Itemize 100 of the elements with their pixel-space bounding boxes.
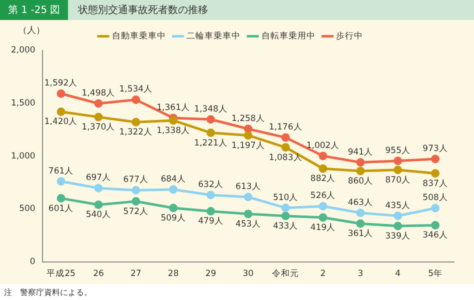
data-label: 1,348人 <box>194 103 228 114</box>
point <box>318 213 328 222</box>
y-tick-label: 2,000 <box>10 46 36 56</box>
data-label: 882人 <box>310 173 336 184</box>
data-label: 684人 <box>160 173 186 184</box>
point <box>281 143 290 152</box>
point <box>132 197 140 206</box>
data-label: 1,002人 <box>306 140 340 151</box>
data-label: 509人 <box>160 212 186 224</box>
data-label: 1,592人 <box>44 78 78 89</box>
y-tick-label: 1,000 <box>10 151 36 162</box>
data-label: 540人 <box>86 209 112 220</box>
data-label: 761人 <box>48 165 74 176</box>
point <box>206 190 215 200</box>
point <box>356 208 365 218</box>
y-tick-label: 0 <box>30 257 36 268</box>
point <box>244 192 252 202</box>
point <box>431 204 440 212</box>
point <box>431 220 440 230</box>
data-label: 419人 <box>310 222 336 233</box>
point <box>94 99 103 108</box>
y-axis-title: （人） <box>18 24 45 36</box>
data-label: 479人 <box>198 216 224 227</box>
point <box>431 169 440 178</box>
legend-label: 歩行中 <box>336 30 363 42</box>
data-label: 697人 <box>86 172 112 184</box>
data-label: 837人 <box>422 178 448 189</box>
point <box>169 185 178 194</box>
point <box>132 186 140 195</box>
data-label: 941人 <box>348 146 374 158</box>
data-label: 453人 <box>236 218 261 230</box>
x-tick-label: 令和元 <box>272 268 300 280</box>
data-label: 510人 <box>272 192 298 203</box>
point <box>281 133 290 142</box>
point <box>244 124 252 134</box>
data-label: 1,370人 <box>82 122 116 133</box>
data-label: 1,221人 <box>194 137 228 148</box>
data-label: 1,420人 <box>44 116 78 128</box>
data-label: 508人 <box>422 192 448 204</box>
point <box>94 184 103 192</box>
x-tick-label: 28 <box>168 269 179 280</box>
point <box>56 89 66 98</box>
point <box>356 158 365 167</box>
data-label: 346人 <box>422 230 448 241</box>
data-label: 1,322人 <box>119 126 153 138</box>
point <box>356 219 365 228</box>
chart-subtitle: 第 1 -25 図 <box>0 0 68 20</box>
data-label: 601人 <box>48 202 74 214</box>
point <box>94 112 103 122</box>
x-tick-label: 5年 <box>428 268 442 280</box>
x-tick-label: 29 <box>205 269 216 280</box>
data-label: 1,338人 <box>156 124 190 136</box>
point <box>394 166 402 174</box>
point <box>244 210 252 218</box>
chart-title: 状態別交通事故死者数の推移 <box>77 4 208 17</box>
y-tick-label: 1,500 <box>10 98 36 109</box>
legend-label: 自動車乗車中 <box>112 30 166 42</box>
point <box>318 202 328 210</box>
text: 注 警察庁資料による。 <box>3 287 93 299</box>
x-tick-label: 4 <box>395 269 401 280</box>
point <box>394 222 402 230</box>
point <box>431 154 440 164</box>
point <box>281 212 290 220</box>
point <box>206 115 215 124</box>
data-label: 572人 <box>123 206 149 217</box>
data-label: 1,083人 <box>268 152 302 163</box>
data-label: 1,197人 <box>231 140 265 151</box>
x-tick-label: 平成25 <box>46 268 76 280</box>
point <box>169 204 178 212</box>
point <box>56 108 66 116</box>
point <box>132 95 140 104</box>
legend-label: 自転車乗用中 <box>261 30 316 42</box>
point <box>206 206 215 216</box>
data-label: 1,534人 <box>119 84 153 95</box>
point <box>169 116 178 125</box>
point <box>206 128 215 138</box>
data-label: 860人 <box>348 175 374 186</box>
point <box>244 131 252 140</box>
x-tick-label: 2 <box>320 269 326 280</box>
data-label: 463人 <box>348 196 374 208</box>
point <box>56 177 66 186</box>
point <box>394 212 402 220</box>
data-label: 1,498人 <box>82 87 116 98</box>
point <box>318 164 328 173</box>
data-label: 632人 <box>198 178 224 190</box>
data-label: 677人 <box>123 174 149 186</box>
data-label: 435人 <box>385 200 410 211</box>
data-label: 870人 <box>385 174 410 186</box>
x-tick-label: 26 <box>93 269 104 280</box>
point <box>394 156 402 166</box>
point <box>94 200 103 209</box>
data-label: 1,258人 <box>231 112 265 124</box>
data-label: 613人 <box>236 180 261 192</box>
legend-label: 二輪車乗車中 <box>186 30 240 42</box>
data-label: 526人 <box>310 190 336 202</box>
data-label: 955人 <box>385 144 410 156</box>
point <box>132 118 140 126</box>
data-label: 1,361人 <box>156 102 190 113</box>
x-tick-label: 27 <box>130 269 142 280</box>
point <box>281 204 290 212</box>
